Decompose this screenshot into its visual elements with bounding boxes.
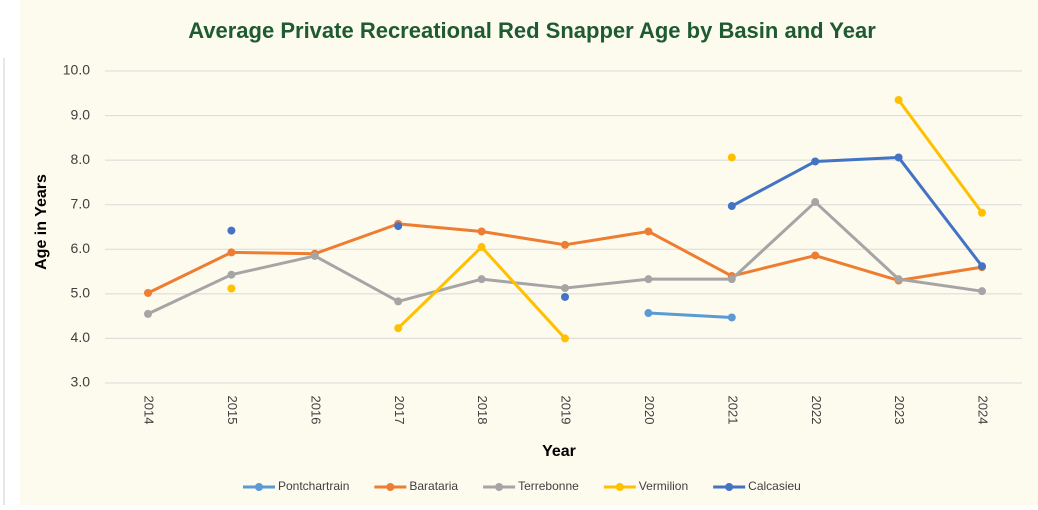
x-tick-label: 2017: [392, 396, 407, 425]
legend-marker: [615, 483, 624, 491]
legend-marker: [725, 483, 734, 491]
legend-label: Pontchartrain: [278, 479, 349, 493]
legend-marker: [495, 483, 504, 491]
data-point: [727, 202, 736, 211]
data-point: [144, 309, 152, 318]
side-panel: [0, 0, 20, 505]
x-axis-label: Year: [542, 443, 576, 460]
data-point: [644, 227, 653, 236]
x-tick-label: 2020: [642, 396, 657, 425]
data-point: [561, 334, 569, 343]
data-point: [644, 275, 653, 284]
data-point: [978, 208, 986, 217]
x-tick-label: 2015: [225, 396, 240, 425]
data-point: [811, 157, 820, 166]
x-tick-label: 2016: [308, 396, 323, 425]
legend-label: Vermilion: [639, 479, 688, 493]
chart-title: Average Private Recreational Red Snapper…: [188, 18, 876, 43]
y-tick-label: 7.0: [71, 195, 91, 211]
data-point: [477, 227, 486, 236]
data-point: [894, 275, 903, 284]
data-point: [394, 324, 403, 333]
data-point: [727, 313, 736, 322]
legend-label: Barataria: [409, 479, 458, 493]
series-line: [731, 155, 984, 268]
data-point: [644, 309, 653, 318]
data-point: [227, 226, 236, 235]
x-tick-label: 2023: [892, 396, 907, 425]
x-tick-label: 2014: [142, 396, 157, 425]
data-point: [477, 275, 486, 284]
data-point: [811, 251, 820, 260]
series-line: [648, 311, 732, 319]
data-point: [727, 153, 736, 162]
data-point: [227, 270, 236, 279]
data-point: [727, 275, 736, 284]
y-tick-label: 5.0: [71, 285, 91, 301]
x-tick-label: 2022: [809, 396, 824, 425]
x-tick-label: 2024: [976, 396, 991, 425]
data-point: [227, 284, 236, 293]
data-point: [394, 222, 403, 231]
x-tick-label: 2018: [475, 396, 490, 425]
y-tick-label: 10.0: [63, 62, 90, 78]
x-tick-label: 2019: [559, 396, 574, 425]
data-point: [894, 153, 903, 162]
y-tick-label: 8.0: [71, 151, 91, 167]
y-tick-label: 9.0: [71, 106, 91, 122]
y-tick-label: 6.0: [71, 240, 91, 256]
data-point: [811, 198, 820, 207]
series-line: [897, 99, 984, 214]
data-point: [144, 288, 152, 297]
data-point: [561, 284, 569, 293]
data-point: [394, 297, 403, 306]
data-point: [477, 243, 486, 252]
legend-marker: [255, 483, 263, 491]
legend-label: Calcasieu: [748, 479, 801, 493]
legend-label: Terrebonne: [518, 479, 579, 493]
legend-marker: [386, 483, 395, 491]
x-tick-label: 2021: [725, 396, 740, 425]
chart-background: [20, 0, 1038, 505]
data-point: [978, 262, 986, 271]
y-tick-label: 3.0: [71, 374, 91, 390]
data-point: [978, 287, 986, 296]
y-tick-label: 4.0: [71, 329, 91, 345]
data-point: [561, 240, 569, 249]
data-point: [894, 95, 903, 104]
y-axis-label: Age in Years: [33, 174, 50, 270]
data-point: [561, 292, 569, 301]
data-point: [227, 248, 236, 257]
data-point: [310, 251, 319, 260]
